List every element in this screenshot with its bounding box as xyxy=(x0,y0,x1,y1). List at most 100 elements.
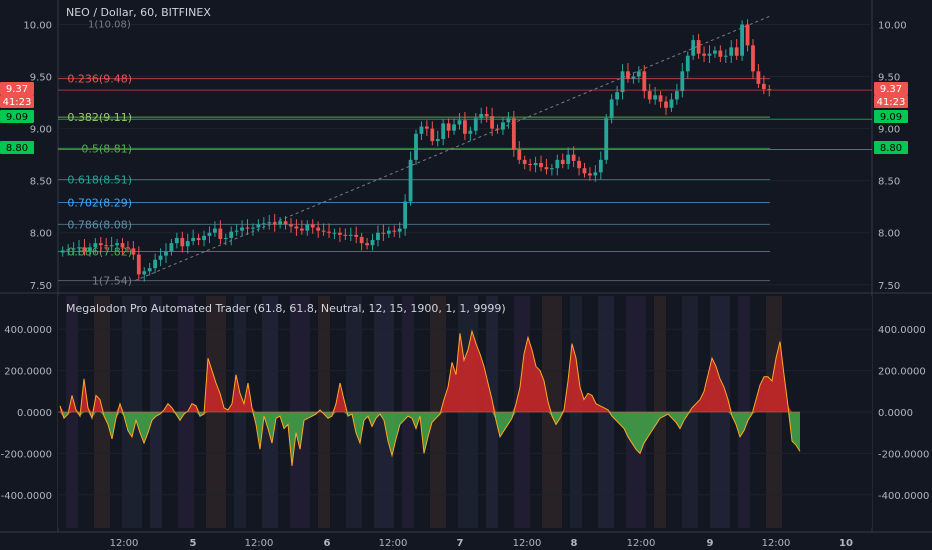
candle-body xyxy=(234,230,239,232)
candle-body xyxy=(588,173,592,176)
candle-body xyxy=(419,126,424,134)
candle-body xyxy=(294,226,299,229)
candle-body xyxy=(245,227,250,229)
price-badge-badge-left xyxy=(0,141,34,154)
candle-body xyxy=(653,95,658,100)
price-tick-right: 9.00 xyxy=(878,125,900,136)
price-badge-badge-right xyxy=(874,110,908,123)
candle-body xyxy=(169,243,174,252)
time-tick: 12:00 xyxy=(762,538,791,549)
candle-body xyxy=(501,122,505,130)
candle-body xyxy=(261,223,266,225)
candle-body xyxy=(414,133,418,160)
candle-body xyxy=(348,234,353,236)
time-tick: 12:00 xyxy=(245,538,274,549)
fib-label: 1(7.54) xyxy=(92,275,132,288)
candle-body xyxy=(207,232,212,236)
time-tick: 7 xyxy=(457,538,464,549)
candle-body xyxy=(511,118,516,150)
candle-body xyxy=(77,247,81,249)
indicator-tick-right: 0.0000 xyxy=(878,408,913,419)
candle-body xyxy=(702,53,706,56)
candle-body xyxy=(240,227,244,231)
candle-body xyxy=(147,268,152,272)
candle-body xyxy=(256,224,261,228)
candle-body xyxy=(164,251,168,256)
indicator-pane: 400.0000 400.0000 200.0000 200.0000 0.0000 0.… xyxy=(1,296,929,528)
candle-body xyxy=(718,50,723,57)
candle-body xyxy=(598,159,603,173)
price-badge-text: 9.37 xyxy=(880,84,902,95)
indicator-tick-right: 200.0000 xyxy=(878,367,926,378)
candle-body xyxy=(397,228,402,232)
price-badge-text: 41:23 xyxy=(3,97,32,108)
fib-label: 0.382(9.11) xyxy=(67,111,132,124)
indicator-tick-right: 400.0000 xyxy=(878,325,926,336)
price-badge-badge-left xyxy=(0,110,34,123)
candle-body xyxy=(452,124,456,131)
candle-body xyxy=(71,248,76,250)
indicator-tick-left: -200.0000 xyxy=(1,449,52,460)
candle-body xyxy=(136,254,141,275)
candle-body xyxy=(647,91,652,100)
candle-body xyxy=(321,230,326,232)
indicator-tick-right: -400.0000 xyxy=(878,491,929,502)
time-tick: 6 xyxy=(324,538,331,549)
candle-body xyxy=(365,243,369,246)
price-tick-left: 7.50 xyxy=(30,281,52,292)
candle-body xyxy=(430,128,435,142)
indicator-negative-area xyxy=(60,412,800,466)
candle-body xyxy=(180,237,185,247)
candle-body xyxy=(604,118,609,160)
candle-body xyxy=(370,240,375,246)
candle-body xyxy=(354,234,359,237)
candle-body xyxy=(343,234,348,236)
time-tick: 8 xyxy=(571,538,578,549)
candle-body xyxy=(229,231,234,238)
candle-body xyxy=(484,114,489,117)
price-tick-right: 7.50 xyxy=(878,281,900,292)
candle-body xyxy=(696,40,701,54)
candle-body xyxy=(338,232,342,235)
candle-body xyxy=(289,224,293,227)
candle-body xyxy=(278,221,283,225)
time-tick: 12:00 xyxy=(513,538,542,549)
candle-body xyxy=(626,71,630,79)
price-tick-right: 10.00 xyxy=(878,20,907,31)
fib-label: 0.618(8.51) xyxy=(67,174,132,187)
candle-body xyxy=(560,159,565,165)
candle-body xyxy=(299,228,304,231)
fib-label: 0.236(9.48) xyxy=(67,73,132,86)
candle-body xyxy=(185,241,190,247)
candle-body xyxy=(658,95,663,102)
time-tick: 10 xyxy=(839,538,853,549)
candle-body xyxy=(218,228,223,239)
candle-body xyxy=(435,139,440,142)
candle-body xyxy=(283,221,288,225)
price-tick-left: 9.00 xyxy=(30,125,52,136)
candle-body xyxy=(544,167,549,170)
candle-body xyxy=(359,236,364,244)
candle-body xyxy=(441,123,446,140)
candle-body xyxy=(479,114,484,119)
indicator-line xyxy=(59,329,801,466)
candle-body xyxy=(734,47,739,56)
time-tick: 12:00 xyxy=(627,538,656,549)
price-badge-text: 9.09 xyxy=(6,112,28,123)
candle-body xyxy=(196,237,201,241)
candle-body xyxy=(93,243,98,248)
candle-body xyxy=(680,71,685,92)
price-badge-badge-left xyxy=(0,82,34,95)
candle-body xyxy=(109,245,114,247)
candle-body xyxy=(267,222,272,224)
candle-body xyxy=(87,247,92,252)
candle-body xyxy=(327,231,331,233)
candle-body xyxy=(555,159,560,169)
candle-body xyxy=(506,118,511,123)
candle-body xyxy=(202,235,206,241)
candle-body xyxy=(740,24,745,56)
candle-body xyxy=(674,91,679,100)
candle-body xyxy=(669,99,674,108)
candle-body xyxy=(631,76,636,79)
candle-body xyxy=(191,237,196,242)
